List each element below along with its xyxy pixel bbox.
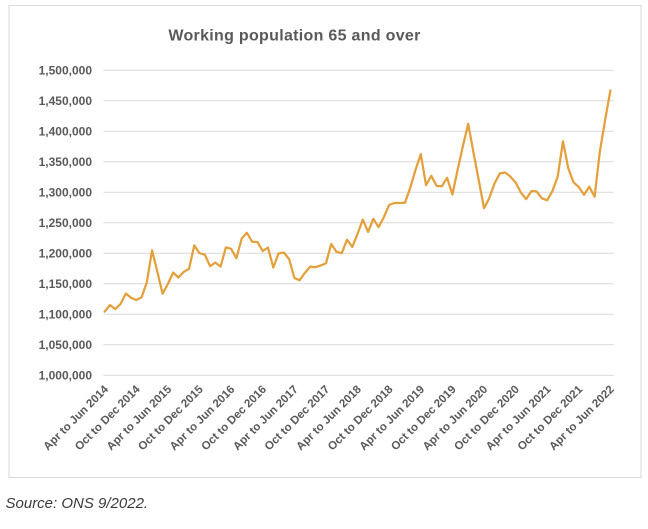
svg-text:1,300,000: 1,300,000	[39, 186, 93, 200]
svg-text:1,250,000: 1,250,000	[39, 216, 93, 230]
svg-text:1,400,000: 1,400,000	[39, 125, 93, 139]
svg-text:1,350,000: 1,350,000	[39, 155, 93, 169]
svg-text:Working population 65 and over: Working population 65 and over	[168, 27, 420, 44]
svg-text:1,000,000: 1,000,000	[39, 369, 93, 383]
svg-text:1,050,000: 1,050,000	[39, 338, 93, 352]
svg-text:1,200,000: 1,200,000	[39, 247, 93, 261]
svg-text:1,500,000: 1,500,000	[39, 64, 93, 78]
svg-text:1,150,000: 1,150,000	[39, 277, 93, 291]
svg-text:Source: ONS 9/2022.: Source: ONS 9/2022.	[6, 495, 149, 512]
svg-text:1,450,000: 1,450,000	[39, 94, 93, 108]
svg-text:1,100,000: 1,100,000	[39, 308, 93, 322]
